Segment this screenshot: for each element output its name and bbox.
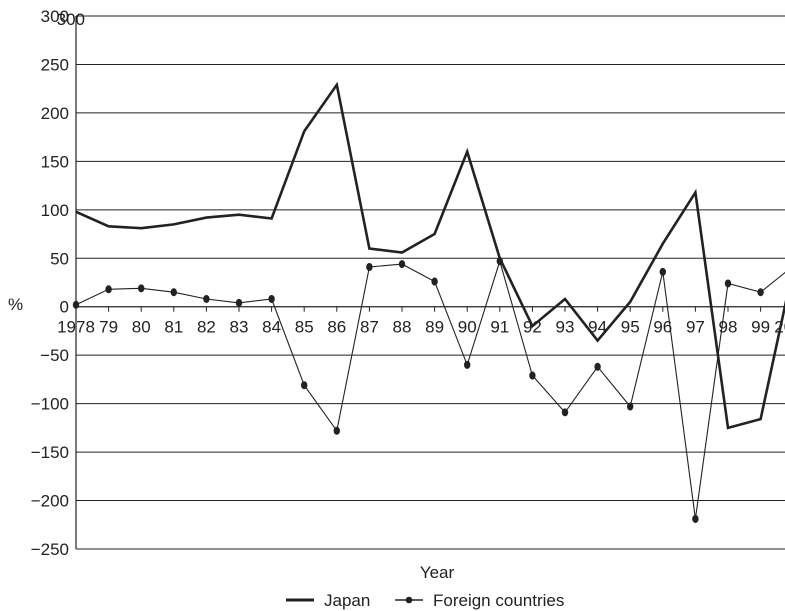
data-point-foreign-countries <box>170 288 177 297</box>
legend-foreign-label: Foreign countries <box>433 591 564 610</box>
x-tick-label: 80 <box>132 318 151 337</box>
legend: Japan Foreign countries <box>286 591 564 610</box>
data-point-foreign-countries <box>333 426 340 435</box>
gridlines <box>76 15 785 550</box>
y-tick-label-duplicate: 300 <box>57 10 85 29</box>
x-tick-label: 86 <box>327 318 346 337</box>
x-tick-labels: 1978 79 80 81 82 83 84 85 86 87 88 89 90 91 92 93 94 95 96… <box>57 318 785 337</box>
data-point-foreign-countries <box>464 360 471 369</box>
x-tick-label: 85 <box>295 318 314 337</box>
x-tick-label: 97 <box>686 318 705 337</box>
x-tick-label: 93 <box>556 318 575 337</box>
data-point-foreign-countries <box>366 262 373 271</box>
data-point-foreign-countries <box>757 288 764 297</box>
axes <box>75 16 785 549</box>
series-line-japan <box>75 81 785 430</box>
data-point-foreign-countries <box>72 300 80 309</box>
y-tick-label: −100 <box>31 395 69 414</box>
x-tick-label: 96 <box>653 318 672 337</box>
x-tick-label: 84 <box>262 318 281 337</box>
series-layer <box>72 81 785 523</box>
data-point-foreign-countries <box>431 277 438 286</box>
data-point-foreign-countries <box>627 402 634 411</box>
data-point-foreign-countries <box>301 381 308 390</box>
legend-foreign-marker <box>405 596 413 604</box>
x-axis-label: Year <box>420 563 455 582</box>
x-tick-label: 94 <box>588 318 607 337</box>
y-axis-label: % <box>8 295 23 314</box>
x-tick-label: 83 <box>230 318 249 337</box>
x-tick-label: 99 <box>751 318 770 337</box>
x-tick-label: 79 <box>99 318 118 337</box>
y-tick-label: 100 <box>41 201 69 220</box>
data-point-foreign-countries <box>529 371 536 380</box>
series-line-foreign-countries <box>75 259 785 520</box>
y-tick-label: −50 <box>40 346 69 365</box>
data-point-foreign-countries <box>692 514 699 523</box>
y-tick-label: 250 <box>41 55 69 74</box>
x-tick-label: 87 <box>360 318 379 337</box>
data-point-foreign-countries <box>138 284 145 293</box>
y-tick-label: −150 <box>31 443 69 462</box>
y-tick-label: 50 <box>50 249 69 268</box>
x-tick-label: 95 <box>621 318 640 337</box>
data-point-foreign-countries <box>398 260 406 269</box>
y-tick-label: 200 <box>41 104 69 123</box>
x-tick-label: 88 <box>393 318 412 337</box>
x-tick-label: 98 <box>719 318 738 337</box>
data-point-foreign-countries <box>203 294 210 303</box>
data-point-foreign-countries <box>659 267 666 276</box>
data-point-foreign-countries <box>268 294 275 303</box>
y-tick-label: 0 <box>60 298 69 317</box>
data-point-foreign-countries <box>594 362 601 371</box>
y-tick-label: −200 <box>31 492 69 511</box>
x-tick-label: 90 <box>458 318 477 337</box>
legend-japan-label: Japan <box>324 591 370 610</box>
data-point-foreign-countries <box>724 279 732 288</box>
y-tick-labels: 300 250 200 150 100 50 0 −50 −100 −150 −200 −250 300 <box>31 7 85 559</box>
data-point-foreign-countries <box>496 257 503 266</box>
x-tick-label: 89 <box>425 318 444 337</box>
data-point-foreign-countries <box>235 298 243 307</box>
data-point-foreign-countries <box>561 408 569 417</box>
y-tick-label: 150 <box>41 152 69 171</box>
data-point-foreign-countries <box>105 285 112 294</box>
x-tick-label: 81 <box>164 318 183 337</box>
x-tick-label: 1978 <box>57 318 95 337</box>
x-tick-label: 91 <box>490 318 509 337</box>
y-tick-label: −250 <box>31 540 69 559</box>
x-tick-label: 82 <box>197 318 216 337</box>
y-tick-label: 300 <box>41 7 69 26</box>
